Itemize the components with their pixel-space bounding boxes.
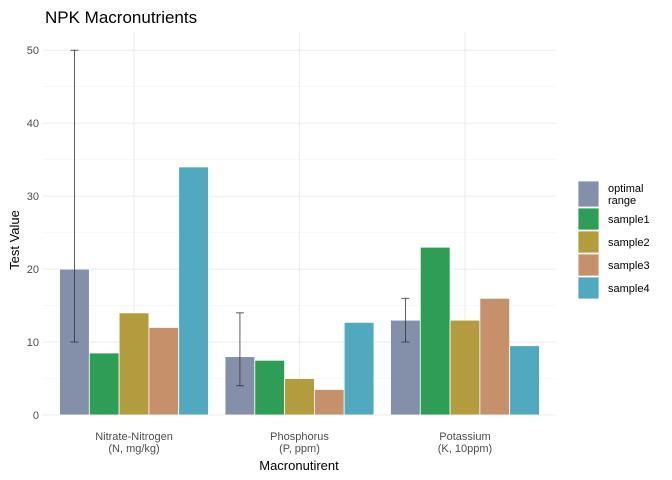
x-tick-label: Nitrate-Nitrogen xyxy=(95,431,173,443)
bar xyxy=(449,319,481,416)
y-tick-label: 50 xyxy=(27,45,39,57)
y-tick-label: 10 xyxy=(27,337,39,349)
legend-label: sample3 xyxy=(608,260,650,272)
bar xyxy=(148,327,180,416)
bar xyxy=(88,352,120,416)
x-tick-label: (N, mg/kg) xyxy=(108,443,159,455)
y-tick-label: 20 xyxy=(27,264,39,276)
legend-key xyxy=(577,230,600,254)
y-axis-title: Test Value xyxy=(7,210,22,270)
x-tick-label: Phosphorus xyxy=(270,431,329,443)
x-tick-label: (P, ppm) xyxy=(279,443,320,455)
error-bars xyxy=(70,49,410,387)
bar xyxy=(284,378,315,416)
y-tick-label: 40 xyxy=(27,118,39,130)
x-axis-title: Macronutirent xyxy=(259,458,339,473)
legend-label: sample1 xyxy=(608,214,650,226)
error-bar xyxy=(70,49,79,343)
error-bar xyxy=(235,312,244,387)
y-tick-labels: 0 10 20 30 40 50 xyxy=(27,45,39,422)
legend-key xyxy=(577,276,600,300)
bars xyxy=(59,166,540,416)
legend-label: sample2 xyxy=(608,237,650,249)
bar xyxy=(313,389,345,416)
legend-item: sample3 xyxy=(577,253,650,277)
legend-key xyxy=(577,253,600,277)
bar xyxy=(509,345,540,416)
bar xyxy=(343,321,375,416)
legend-label: optimal xyxy=(608,183,643,195)
chart-title: NPK Macronutrients xyxy=(45,8,197,27)
legend-item: sample4 xyxy=(577,276,650,300)
x-tick-label: Potassium xyxy=(439,431,490,443)
legend-item: sample1 xyxy=(577,207,650,231)
legend-label: range xyxy=(608,195,636,207)
legend-key xyxy=(577,207,600,231)
y-tick-label: 0 xyxy=(33,410,39,422)
x-tick-label: (K, 10ppm) xyxy=(438,443,492,455)
error-bar xyxy=(401,297,410,343)
x-tick-labels: Nitrate-Nitrogen(N, mg/kg) Phosphorus(P, … xyxy=(95,431,492,455)
y-tick-label: 30 xyxy=(27,191,39,203)
bar xyxy=(254,359,286,416)
bar xyxy=(479,297,511,416)
legend-label: sample4 xyxy=(608,283,650,295)
bar xyxy=(178,166,209,416)
legend-item: sample2 xyxy=(577,230,650,254)
legend-key xyxy=(577,180,600,208)
bar xyxy=(118,312,150,416)
bar xyxy=(419,246,451,416)
